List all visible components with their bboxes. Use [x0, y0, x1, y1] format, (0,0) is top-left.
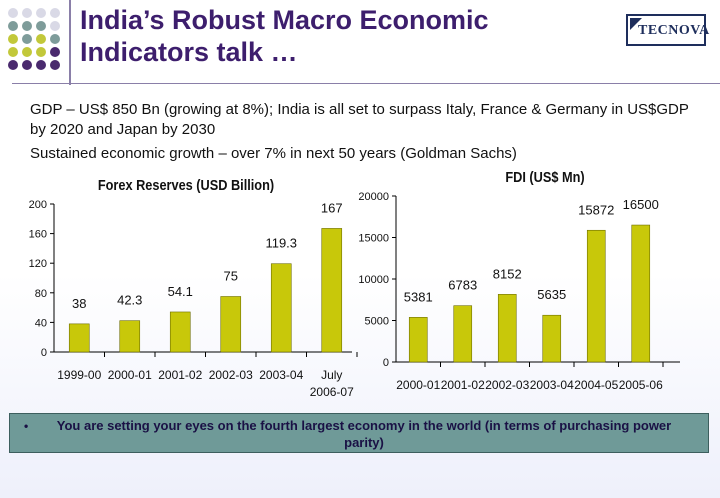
data-label: 6783	[448, 278, 477, 293]
bar	[119, 320, 141, 353]
title-divider-vertical	[69, 0, 71, 85]
chart-title: Forex Reserves (USD Billion)	[98, 176, 274, 193]
forex-chart: Forex Reserves (USD Billion) 0 40 80 120 160 2…	[29, 176, 358, 399]
bar	[542, 314, 562, 363]
decorative-dot	[50, 8, 60, 18]
decorative-dot	[22, 60, 32, 70]
x-tick-label: July 2006-07	[310, 368, 354, 399]
x-tick-label: 1999-00	[57, 368, 101, 382]
decorative-dot	[22, 47, 32, 57]
data-label: 54.1	[168, 284, 193, 299]
decorative-dots	[8, 8, 60, 70]
y-tick-label: 120	[29, 258, 47, 270]
banner-bullet: •	[24, 419, 29, 433]
bar	[321, 228, 343, 353]
data-label: 119.3	[265, 236, 297, 251]
decorative-dot	[22, 8, 32, 18]
decorative-dot	[36, 47, 46, 57]
title-line-2: Indicators talk …	[80, 37, 298, 67]
bar	[453, 305, 473, 363]
decorative-dot	[36, 60, 46, 70]
x-tick-label-line: 2006-07	[310, 385, 354, 399]
data-label: 5381	[404, 289, 433, 304]
growth-text: Sustained economic growth – over 7% in n…	[30, 145, 517, 162]
data-label: 5635	[537, 287, 566, 302]
x-tick-label: 2003-04	[530, 378, 574, 392]
decorative-dot	[8, 34, 18, 44]
decorative-dot	[36, 34, 46, 44]
x-tick-label: 2005-06	[619, 378, 663, 392]
bar	[220, 296, 242, 353]
tecnova-logo: TECNOVA	[626, 14, 709, 46]
decorative-dot	[8, 47, 18, 57]
data-label: 75	[224, 269, 238, 284]
decorative-dot	[36, 8, 46, 18]
bar	[631, 224, 651, 363]
x-tick-label: 2001-02	[158, 368, 202, 382]
decorative-dot	[8, 21, 18, 31]
chart-title: FDI (US$ Mn)	[505, 168, 584, 185]
decorative-dot	[50, 47, 60, 57]
decorative-dot	[8, 60, 18, 70]
x-tick-label-line: July	[321, 368, 342, 382]
bar	[169, 311, 191, 353]
y-tick-label: 20000	[358, 191, 389, 203]
y-tick-label: 200	[29, 199, 47, 211]
data-label: 8152	[493, 266, 522, 281]
decorative-dot	[50, 21, 60, 31]
data-label: 16500	[623, 197, 659, 212]
x-tick-label: 2002-03	[209, 368, 253, 382]
y-tick-label: 5000	[365, 316, 389, 328]
data-label: 42.3	[117, 293, 142, 308]
y-tick-label: 10000	[358, 274, 389, 286]
y-tick-label: 15000	[358, 233, 389, 245]
bar	[497, 294, 517, 363]
x-tick-label: 2004-05	[574, 378, 618, 392]
title-line-1: India’s Robust Macro Economic	[80, 5, 489, 35]
y-tick-label: 40	[35, 317, 47, 329]
bottom-banner: • You are setting your eyes on the fourt…	[9, 413, 709, 453]
y-tick-label: 160	[29, 229, 47, 241]
bar	[408, 317, 428, 363]
data-label: 38	[72, 296, 86, 311]
decorative-dot	[50, 34, 60, 44]
x-tick-label: 2002-03	[485, 378, 529, 392]
page-title: India’s Robust Macro Economic Indicators…	[80, 4, 550, 68]
bar	[68, 323, 90, 353]
x-tick-label: 2003-04	[259, 368, 303, 382]
gdp-text: GDP – US$ 850 Bn (growing at 8%); India …	[30, 101, 689, 138]
banner-text: You are setting your eyes on the fourth …	[56, 418, 672, 450]
decorative-dot	[50, 60, 60, 70]
y-tick-label: 0	[383, 357, 389, 369]
decorative-dot	[22, 21, 32, 31]
y-tick-label: 0	[41, 347, 47, 359]
x-tick-label: 2001-02	[441, 378, 485, 392]
data-label: 167	[321, 200, 343, 215]
bar	[586, 229, 606, 363]
logo-text: TECNOVA	[638, 23, 710, 38]
y-tick-label: 80	[35, 288, 47, 300]
decorative-dot	[36, 21, 46, 31]
bar	[270, 263, 292, 353]
x-tick-label: 2000-01	[108, 368, 152, 382]
decorative-dot	[8, 8, 18, 18]
data-label: 15872	[578, 202, 614, 217]
decorative-dot	[22, 34, 32, 44]
x-tick-label: 2000-01	[396, 378, 440, 392]
title-divider-horizontal	[12, 83, 720, 84]
fdi-chart: FDI (US$ Mn) 0 5000 10000 15000 20000 5381 2000…	[358, 168, 680, 392]
